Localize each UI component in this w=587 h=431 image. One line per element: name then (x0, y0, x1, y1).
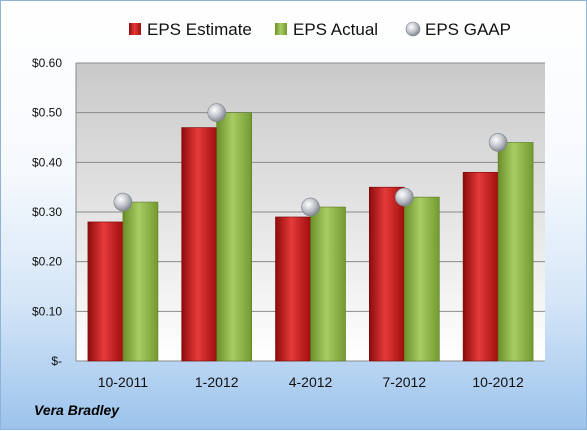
y-tick-label: $0.30 (32, 205, 62, 219)
y-tick-label: $0.40 (32, 155, 62, 169)
bars (87, 112, 534, 362)
bar-eps-actual (122, 201, 159, 362)
y-tick-label: $- (51, 354, 62, 368)
marker-eps-gaap (207, 103, 226, 122)
x-tick-label: 4-2012 (289, 374, 333, 390)
y-tick-label: $0.50 (32, 106, 62, 120)
company-label: Vera Bradley (34, 402, 120, 418)
bar-eps-actual (403, 196, 440, 362)
y-tick-label: $0.10 (32, 304, 62, 318)
legend-eps-actual: EPS Actual (293, 20, 378, 39)
legend-eps-estimate-swatch (129, 23, 141, 35)
bar-eps-actual (497, 142, 534, 362)
marker-eps-gaap (113, 192, 133, 212)
marker-eps-gaap (394, 187, 414, 207)
legend-eps-actual-swatch (275, 23, 287, 35)
y-tick-label: $0.60 (32, 56, 62, 70)
y-axis: $- $0.10 $0.20 $0.30 $0.40 $0.50 $0.60 (32, 56, 62, 368)
bar-eps-actual (310, 206, 346, 362)
marker-eps-gaap (488, 133, 508, 152)
bar-eps-actual (216, 112, 252, 362)
x-tick-label: 7-2012 (383, 374, 427, 390)
bar-eps-estimate (462, 171, 499, 362)
bar-eps-estimate (87, 221, 124, 362)
marker-eps-gaap (301, 197, 320, 217)
legend-eps-gaap-swatch (405, 21, 421, 37)
bar-eps-estimate (368, 186, 405, 362)
bar-eps-estimate (275, 216, 311, 362)
legend: EPS Estimate EPS Actual EPS GAAP (129, 20, 511, 39)
legend-eps-estimate: EPS Estimate (147, 20, 252, 39)
x-axis: 10-2011 1-2012 4-2012 7-2012 10-2012 (98, 374, 524, 390)
x-tick-label: 1-2012 (195, 374, 239, 390)
x-tick-label: 10-2012 (472, 374, 524, 390)
gaap-markers (113, 103, 508, 217)
y-tick-label: $0.20 (32, 255, 62, 269)
bar-eps-estimate (181, 127, 217, 362)
x-tick-label: 10-2011 (98, 374, 149, 390)
legend-eps-gaap: EPS GAAP (425, 20, 511, 39)
